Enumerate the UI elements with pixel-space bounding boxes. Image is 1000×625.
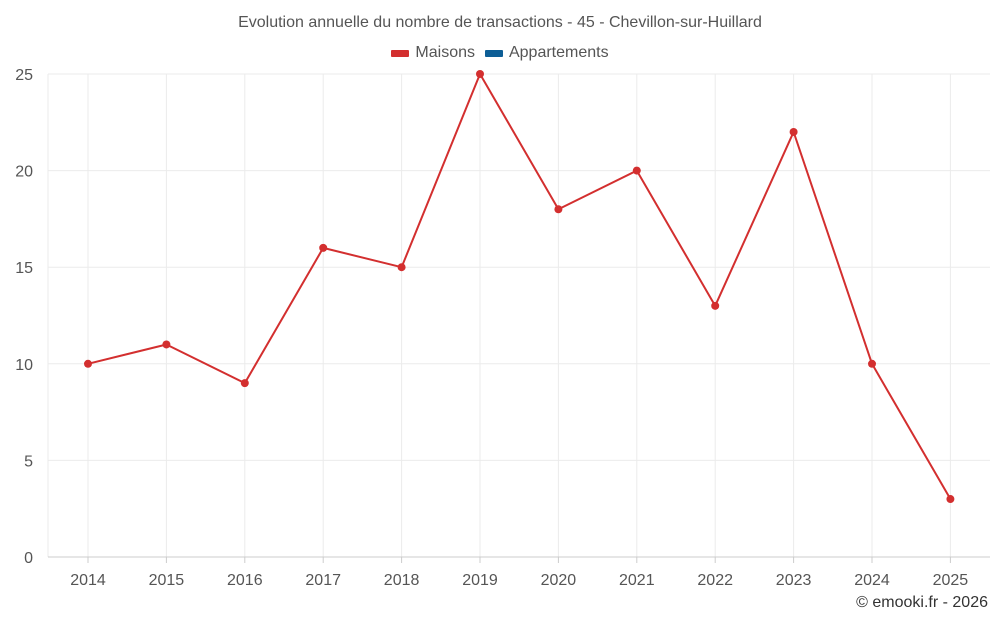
x-tick-label: 2023 [776,572,812,589]
legend-item-appartements[interactable]: Appartements [484,44,609,62]
x-tick-label: 2024 [854,572,890,589]
x-tick-label: 2015 [149,572,185,589]
x-tick-label: 2022 [697,572,733,589]
data-point-maisons [632,166,641,175]
legend-item-maisons[interactable]: Maisons [391,44,475,62]
credit-text: © emooki.fr - 2026 [856,594,988,611]
legend: Maisons Appartements [0,44,1000,62]
x-tick-label: 2021 [619,572,655,589]
x-tick-label: 2020 [541,572,577,589]
data-point-maisons [946,495,955,504]
legend-label-maisons: Maisons [415,44,475,61]
y-tick-label: 25 [15,67,33,84]
legend-swatch-appartements [484,49,503,57]
data-point-maisons [84,359,92,368]
legend-swatch-maisons [391,49,410,57]
series-line-maisons [87,73,952,500]
x-tick-label: 2017 [305,572,341,589]
data-point-maisons [868,359,876,368]
y-tick-label: 0 [24,550,33,567]
series [84,70,955,504]
data-point-maisons [789,127,798,136]
y-tick-label: 20 [15,164,33,181]
chart-title: Evolution annuelle du nombre de transact… [238,14,762,31]
data-point-maisons [319,243,328,252]
x-tick-label: 2025 [933,572,969,589]
data-point-maisons [711,301,720,310]
legend-label-appartements: Appartements [508,44,609,61]
data-point-maisons [554,205,563,214]
data-point-maisons [162,340,171,349]
data-point-maisons [476,70,484,78]
grid [48,73,990,557]
data-point-maisons [397,263,406,272]
data-point-maisons [240,379,249,388]
x-tick-label: 2018 [384,572,420,589]
y-tick-label: 15 [15,260,33,277]
x-tick-label: 2019 [462,572,498,589]
y-tick-label: 5 [24,453,33,470]
x-tick-label: 2014 [70,572,106,589]
y-tick-label: 10 [15,357,33,374]
x-tick-label: 2016 [227,572,263,589]
